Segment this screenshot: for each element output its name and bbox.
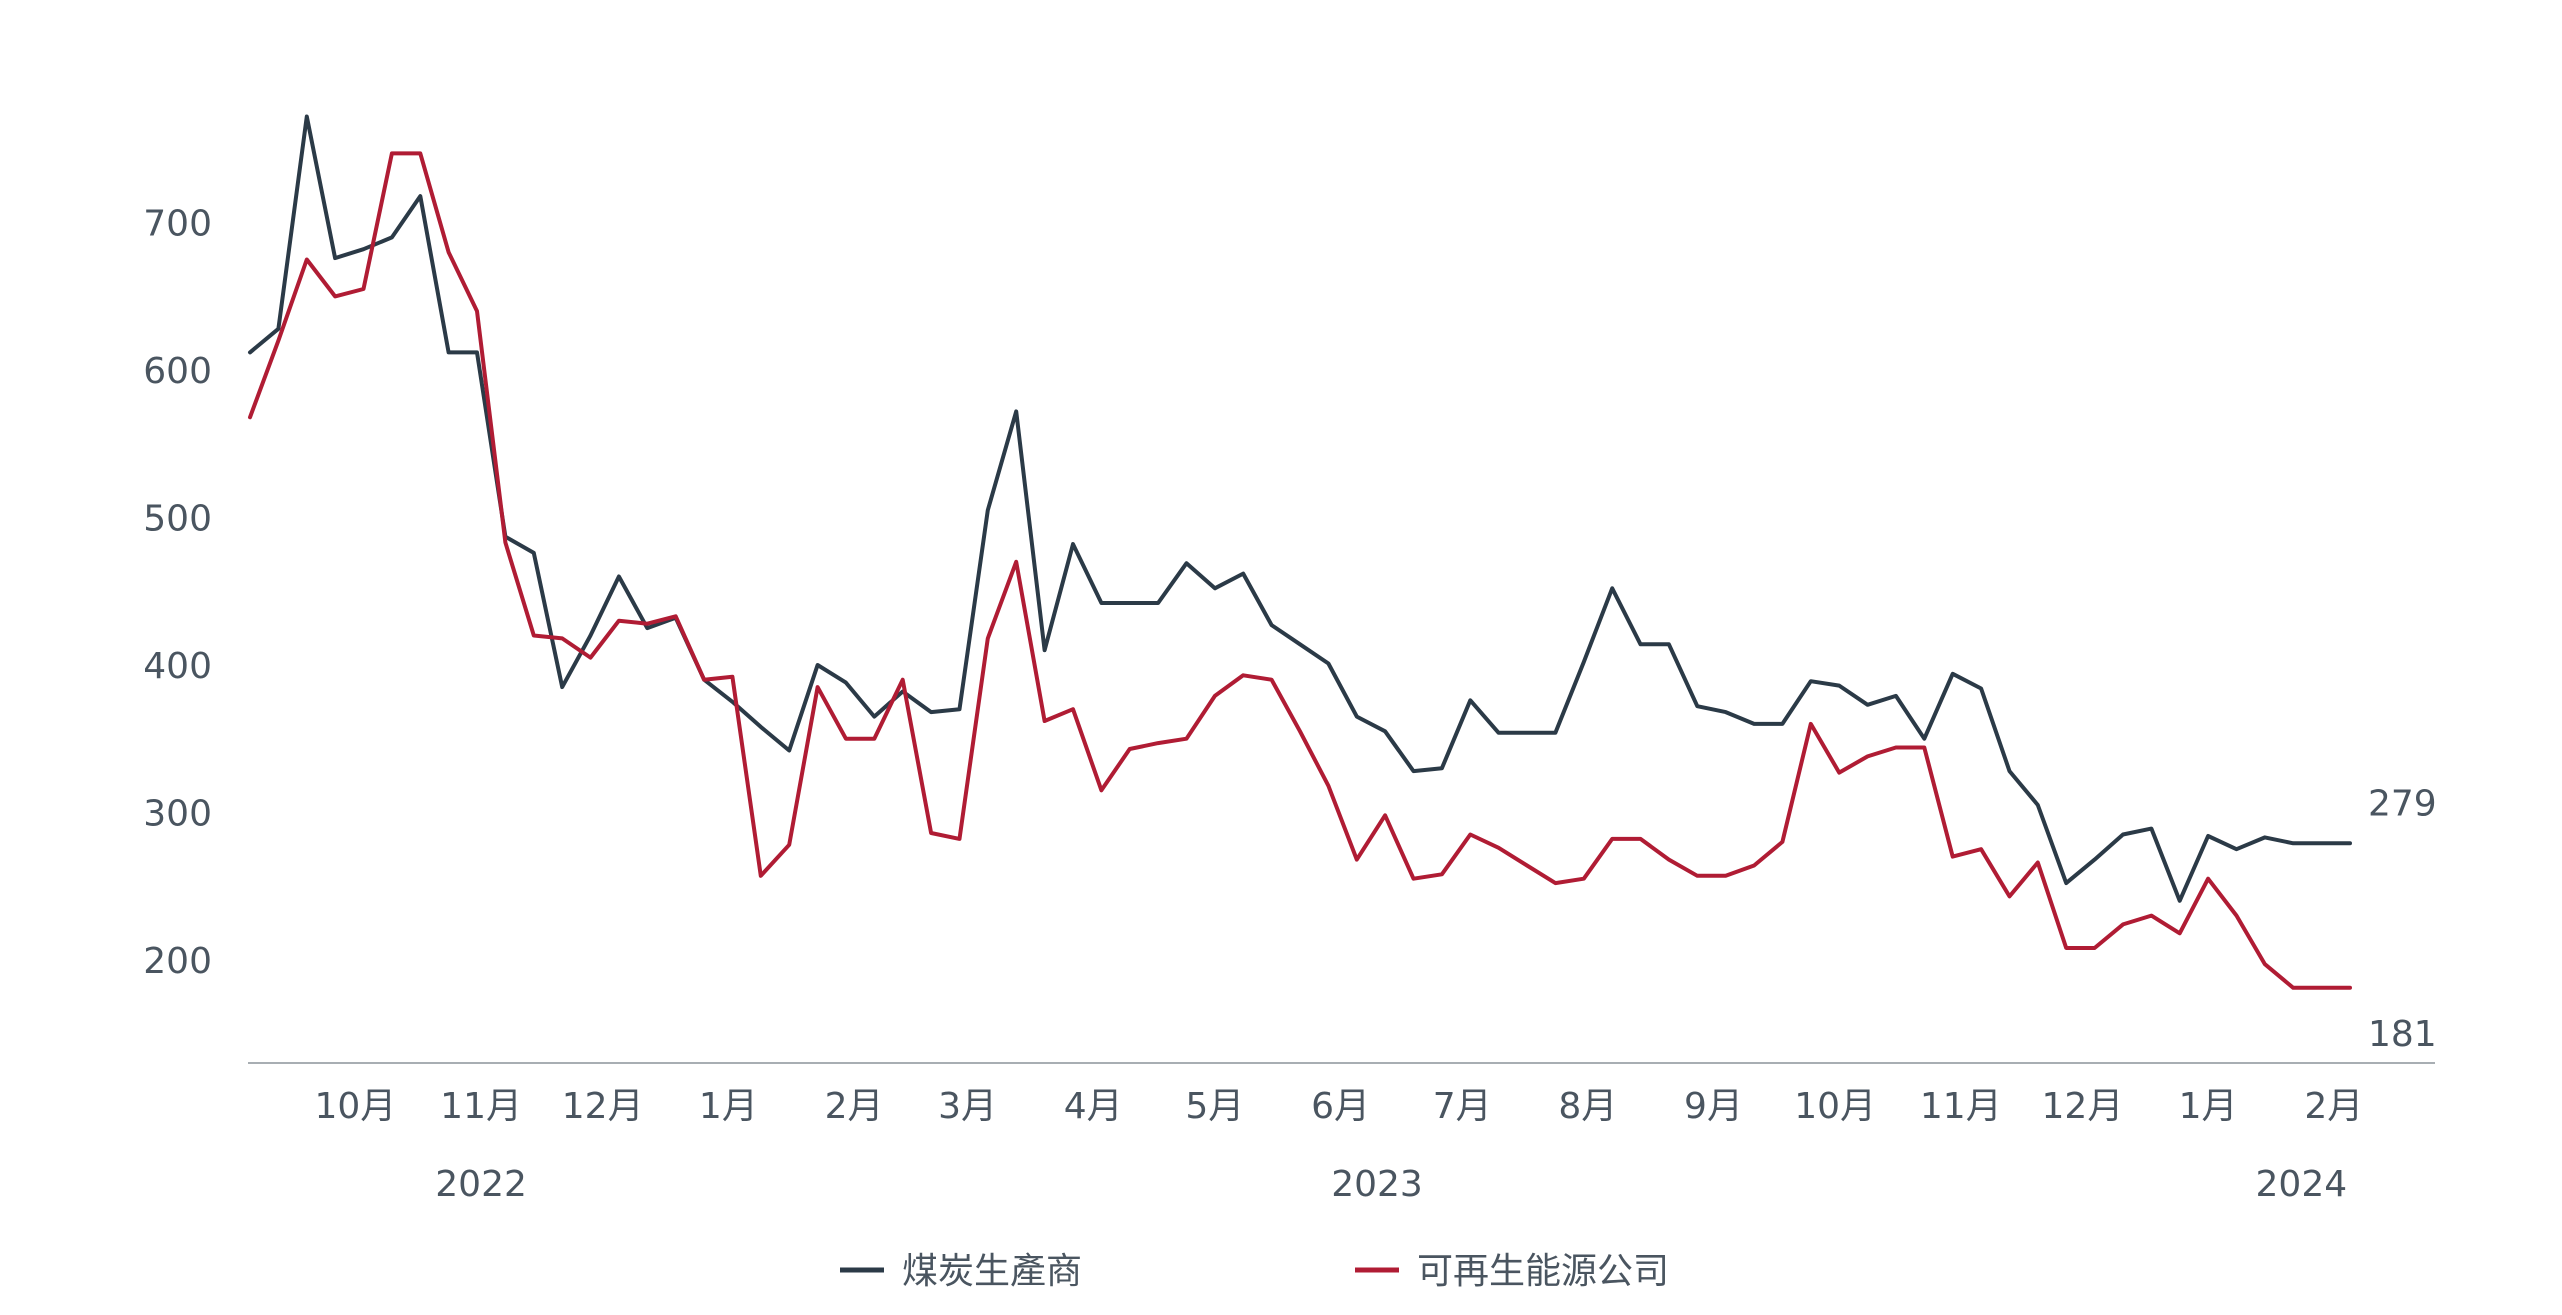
x-tick-label: 3月 — [938, 1086, 997, 1127]
legend-label: 煤炭生產商 — [902, 1251, 1082, 1292]
x-tick-label: 9月 — [1684, 1086, 1743, 1127]
y-axis: 200 300 400 500 600 700 — [143, 204, 212, 982]
year-label: 2024 — [2256, 1164, 2348, 1205]
x-tick-label: 8月 — [1558, 1086, 1617, 1127]
x-tick-label: 2月 — [2304, 1086, 2363, 1127]
x-tick-label: 12月 — [2042, 1086, 2124, 1127]
series-line-1 — [248, 114, 2352, 903]
year-label: 2022 — [435, 1164, 527, 1205]
series-line-2 — [248, 151, 2352, 990]
x-tick-label: 1月 — [699, 1086, 758, 1127]
x-tick-label: 12月 — [562, 1086, 644, 1127]
x-tick-label: 11月 — [440, 1086, 522, 1127]
legend-label: 可再生能源公司 — [1417, 1251, 1669, 1292]
legend: 煤炭生產商 可再生能源公司 — [840, 1251, 1669, 1292]
y-tick-label: 300 — [143, 793, 212, 834]
y-tick-label: 200 — [143, 941, 212, 982]
x-tick-label: 2月 — [825, 1086, 884, 1127]
x-axis-labels: 10月 11月 12月 1月 2月 3月 4月 5月 6月 7月 8月 9月 10月 11月 12月 1月 2月… — [314, 1086, 2363, 1205]
y-tick-label: 700 — [143, 204, 212, 245]
end-value-label: 279 — [2368, 783, 2437, 824]
x-tick-label: 10月 — [314, 1086, 396, 1127]
y-tick-label: 600 — [143, 351, 212, 392]
x-tick-label: 10月 — [1794, 1086, 1876, 1127]
x-tick-label: 7月 — [1433, 1086, 1492, 1127]
end-value-label: 181 — [2368, 1014, 2437, 1055]
x-tick-label: 5月 — [1185, 1086, 1244, 1127]
x-tick-label: 11月 — [1920, 1086, 2002, 1127]
x-tick-label: 4月 — [1064, 1086, 1123, 1127]
y-tick-label: 400 — [143, 646, 212, 687]
year-label: 2023 — [1331, 1164, 1423, 1205]
y-tick-label: 500 — [143, 499, 212, 540]
end-value-labels: 279 181 — [2368, 783, 2437, 1054]
series-lines — [248, 114, 2352, 990]
x-tick-label: 1月 — [2179, 1086, 2238, 1127]
x-tick-label: 6月 — [1311, 1086, 1370, 1127]
